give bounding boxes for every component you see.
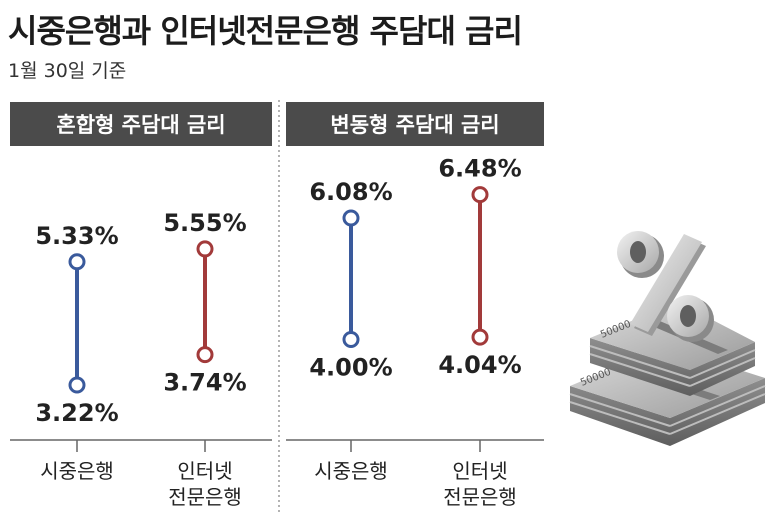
category-label-line: 전문은행 [168,485,242,509]
category-label-internet-variable: 인터넷 전문은행 [410,458,550,510]
money-stack-upper: 50000 [589,302,756,396]
max-point-mixed-internet [196,240,214,258]
panel-header-mixed-rate: 혼합형 주담대 금리 [10,102,272,146]
category-label-line: 시중은행 [314,459,388,483]
max-point-variable-commercial [342,209,360,227]
min-point-mixed-commercial [68,376,86,394]
chart-subtitle: 1월 30일 기준 [8,60,127,82]
category-label-internet-mixed: 인터넷 전문은행 [135,458,275,510]
max-point-mixed-commercial [68,253,86,271]
max-point-variable-internet [471,186,489,204]
category-label-commercial-mixed: 시중은행 [7,458,147,484]
max-label-variable-commercial: 6.08% [309,178,392,206]
min-point-variable-internet [471,328,489,346]
chart-title: 시중은행과 인터넷전문은행 주담대 금리 [8,12,523,50]
min-label-variable-commercial: 4.00% [309,353,392,381]
category-label-commercial-variable: 시중은행 [281,458,421,484]
max-label-mixed-internet: 5.55% [163,209,246,237]
percent-money-stack-icon: 50000 50000 [569,231,766,446]
min-label-variable-internet: 4.04% [438,351,521,379]
min-label-mixed-internet: 3.74% [163,369,246,397]
min-label-mixed-commercial: 3.22% [35,399,118,427]
min-point-variable-commercial [342,330,360,348]
max-label-variable-internet: 6.48% [438,155,521,183]
percent-symbol [617,231,714,342]
category-label-line: 인터넷 [452,459,508,483]
category-label-line: 인터넷 [177,459,233,483]
min-point-mixed-internet [196,346,214,364]
category-label-line: 시중은행 [40,459,114,483]
category-label-line: 전문은행 [443,485,517,509]
panel-header-variable-rate: 변동형 주담대 금리 [286,102,544,146]
max-label-mixed-commercial: 5.33% [35,222,118,250]
